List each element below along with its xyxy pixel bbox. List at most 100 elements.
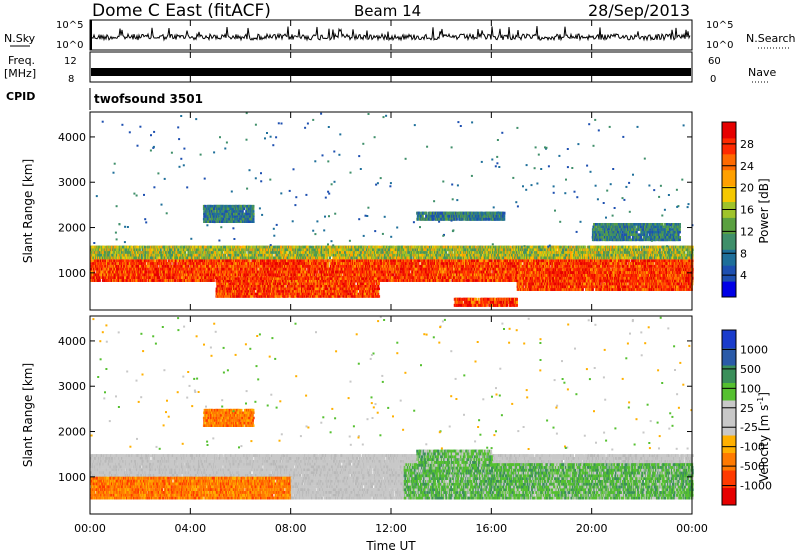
heatmap-cell: [213, 259, 215, 262]
heatmap-cell: [266, 273, 268, 276]
heatmap-cell: [510, 262, 512, 265]
heatmap-cell: [243, 259, 245, 262]
heatmap-cell: [506, 273, 508, 276]
heatmap-cell: [285, 273, 287, 276]
heatmap-cell: [170, 262, 172, 265]
heatmap-cell: [159, 273, 161, 276]
heatmap-cell: [512, 265, 514, 268]
heatmap-cell: [252, 265, 254, 268]
heatmap-cell: [490, 271, 492, 274]
heatmap-cell: [99, 279, 101, 282]
heatmap-cell: [140, 273, 142, 276]
nsky-right-tick-bottom: 10^0: [706, 40, 733, 51]
heatmap-cell: [464, 279, 466, 282]
heatmap-cell: [317, 271, 319, 274]
heatmap-cell: [148, 265, 150, 268]
heatmap-cell: [389, 271, 391, 274]
heatmap-cell: [454, 273, 456, 276]
heatmap-cell: [549, 265, 551, 268]
heatmap-cell: [520, 265, 522, 268]
heatmap-cell: [340, 273, 342, 276]
heatmap-cell: [459, 268, 461, 271]
heatmap-cell: [174, 279, 176, 282]
heatmap-cell: [124, 276, 126, 279]
heatmap-cell: [295, 271, 297, 274]
heatmap-cell: [249, 259, 251, 262]
station-title: Dome C East (fitACF): [92, 1, 271, 21]
heatmap-cell: [416, 268, 418, 271]
cpid-value: twofsound 3501: [94, 92, 203, 106]
heatmap-cell: [217, 268, 219, 271]
heatmap-cell: [259, 265, 261, 268]
heatmap-cell: [274, 271, 276, 274]
nsky-tick-top: 10^5: [56, 20, 83, 31]
heatmap-cell: [146, 259, 148, 262]
heatmap-cell: [240, 271, 242, 274]
heatmap-cell: [449, 279, 451, 282]
heatmap-cell: [520, 262, 522, 265]
heatmap-cell: [387, 279, 389, 282]
heatmap-cell: [444, 268, 446, 271]
heatmap-cell: [305, 268, 307, 271]
heatmap-cell: [147, 268, 149, 271]
heatmap-cell: [429, 265, 431, 268]
heatmap-cell: [113, 259, 115, 262]
heatmap-cell: [399, 271, 401, 274]
heatmap-cell: [102, 276, 104, 279]
heatmap-cell: [199, 262, 201, 265]
heatmap-cell: [144, 262, 146, 265]
heatmap-cell: [450, 265, 452, 268]
heatmap-cell: [187, 265, 189, 268]
heatmap-cell: [393, 273, 395, 276]
heatmap-cell: [323, 259, 325, 262]
freq-unit: [MHz]: [4, 67, 36, 80]
heatmap-cell: [485, 259, 487, 262]
heatmap-cell: [479, 262, 481, 265]
heatmap-cell: [349, 268, 351, 271]
heatmap-cell: [172, 276, 174, 279]
heatmap-cell: [122, 276, 124, 279]
nsearch-label: N.Search: [746, 32, 796, 45]
heatmap-cell: [145, 279, 147, 282]
heatmap-cell: [418, 268, 420, 271]
heatmap-cell: [98, 276, 100, 279]
heatmap-cell: [240, 259, 242, 262]
heatmap-cell: [298, 273, 300, 276]
heatmap-cell: [538, 259, 540, 262]
heatmap-cell: [166, 279, 168, 282]
heatmap-cell: [97, 259, 99, 262]
heatmap-cell: [491, 259, 493, 262]
heatmap-cell: [470, 268, 472, 271]
heatmap-cell: [414, 259, 416, 262]
heatmap-cell: [165, 259, 167, 262]
freq-tick-top: 12: [64, 56, 77, 67]
heatmap-cell: [340, 265, 342, 268]
heatmap-cell: [327, 265, 329, 268]
heatmap-cell: [552, 259, 554, 262]
nsky-tick-bottom: 10^0: [56, 40, 83, 51]
heatmap-cell: [473, 259, 475, 262]
date-label: 28/Sep/2013: [588, 1, 690, 20]
heatmap-cell: [255, 273, 257, 276]
freq-trace: [91, 68, 691, 76]
heatmap-cell: [297, 259, 299, 262]
heatmap-cell: [468, 279, 470, 282]
heatmap-cell: [328, 259, 330, 262]
heatmap-cell: [408, 271, 410, 274]
heatmap-cell: [215, 268, 217, 271]
nave-tick-bottom: 0: [710, 74, 716, 85]
heatmap-cell: [193, 265, 195, 268]
heatmap-cell: [181, 276, 183, 279]
heatmap-cell: [103, 268, 105, 271]
heatmap-cell: [145, 273, 147, 276]
heatmap-cell: [327, 262, 329, 265]
heatmap-cell: [139, 265, 141, 268]
nsky-right-tick-top: 10^5: [706, 20, 733, 31]
heatmap-cell: [409, 279, 411, 282]
heatmap-cell: [191, 265, 193, 268]
heatmap-cell: [117, 273, 119, 276]
heatmap-cell: [314, 273, 316, 276]
heatmap-cell: [159, 279, 161, 282]
heatmap-cell: [108, 265, 110, 268]
